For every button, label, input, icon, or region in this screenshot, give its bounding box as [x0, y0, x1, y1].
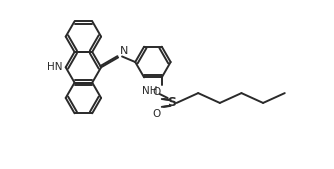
Text: O: O — [153, 109, 161, 119]
Text: NH: NH — [142, 86, 158, 96]
Text: S: S — [167, 96, 176, 110]
Text: HN: HN — [47, 62, 63, 72]
Text: N: N — [120, 46, 129, 56]
Text: O: O — [153, 87, 161, 97]
